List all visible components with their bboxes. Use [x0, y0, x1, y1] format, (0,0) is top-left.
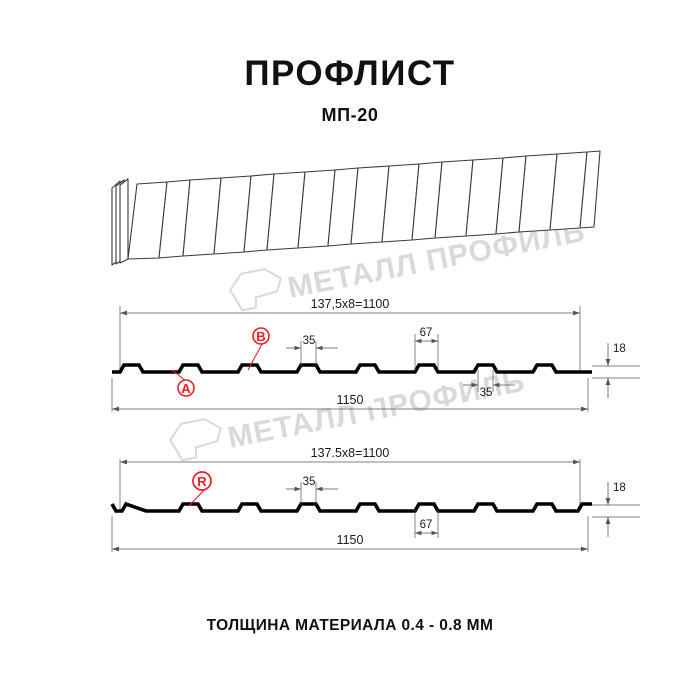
dimension-pitch-bottom-label: 137.5x8=1100	[311, 446, 390, 460]
dimension-pitch-top-label: 137,5x8=1100	[311, 297, 390, 311]
balloon-r: R	[188, 471, 212, 507]
dimension-height-top: 18	[605, 343, 626, 398]
dimension-rib-top-width-bottom: 35	[286, 476, 338, 505]
balloon-a-label: A	[181, 381, 191, 396]
profile-outline-top	[112, 363, 592, 374]
section-r: 137.5x8=1100 1150	[110, 445, 640, 552]
balloon-b-label: B	[256, 329, 265, 344]
dimension-pitch-bottom: 137.5x8=1100	[120, 445, 580, 465]
dimension-overall-top-label: 1150	[337, 393, 364, 407]
dimension-67-bottom-label: 67	[420, 519, 433, 531]
watermark-lower-text: МЕТАЛЛ ПРОФИЛЬ	[225, 365, 528, 455]
dimension-35-upper-label: 35	[303, 335, 316, 347]
dimension-overall-bottom-label: 1150	[337, 533, 364, 547]
profile-outline-bottom	[110, 501, 592, 513]
dimension-rib-top-width-upper: 35	[286, 335, 338, 366]
dimension-rib-top-width-lower: 35	[463, 370, 515, 399]
page-subtitle: МП-20	[321, 105, 379, 125]
dimension-rib-base-width-top: 67	[414, 327, 439, 371]
dimension-35-lower-label: 35	[480, 387, 493, 399]
dimension-18-top-label: 18	[613, 343, 626, 355]
dimension-overall-top: 1150	[112, 392, 588, 412]
dimension-rib-base-width-bottom: 67	[414, 510, 439, 538]
section-a-b: 137,5x8=1100 1150	[111, 296, 640, 412]
dimension-overall-bottom: 1150	[112, 532, 588, 552]
dimension-67-top-label: 67	[420, 327, 433, 339]
dimension-18-bottom-label: 18	[613, 482, 626, 494]
page-title: ПРОФЛИСТ	[244, 54, 456, 93]
balloon-a: A	[171, 369, 195, 397]
profiled-sheet-isometric	[111, 150, 601, 266]
balloon-b: B	[247, 327, 270, 371]
dimension-35-bottom-label: 35	[303, 476, 316, 488]
dimension-pitch-top: 137,5x8=1100	[120, 296, 580, 316]
dimension-height-bottom: 18	[605, 482, 626, 537]
title-block: ПРОФЛИСТ МП-20	[0, 56, 700, 126]
material-thickness-note: ТОЛЩИНА МАТЕРИАЛА 0.4 - 0.8 ММ	[206, 617, 494, 634]
balloon-r-label: R	[197, 474, 207, 489]
